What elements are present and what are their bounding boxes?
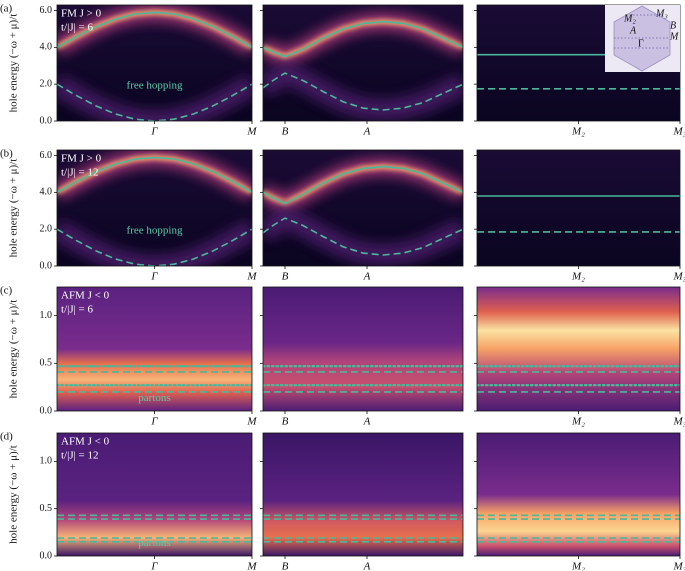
y-axis-label: hole energy (−ω + μ)/t (8, 300, 20, 399)
panel (57, 287, 252, 411)
panel (57, 433, 252, 556)
heatmap-background (477, 433, 680, 556)
heatmap-background (57, 433, 252, 556)
panel (477, 150, 680, 266)
x-tick-label: M₂ (571, 271, 585, 283)
inset-label: M (669, 31, 679, 42)
y-tick-label: 0.0 (40, 405, 53, 416)
panel (57, 150, 252, 266)
x-tick-label: Γ (150, 561, 158, 571)
heatmap-background (477, 150, 680, 266)
y-tick-label: 0.0 (40, 550, 53, 561)
x-tick-label: M (246, 126, 257, 138)
panel-frame (262, 149, 464, 267)
x-tick-label: Γ (150, 416, 158, 428)
panel (263, 287, 463, 411)
inset-label: Γ (638, 38, 644, 49)
y-tick-label: 0.5 (40, 358, 53, 369)
panel (477, 433, 680, 556)
curve (263, 72, 463, 111)
x-tick-label: B (282, 416, 289, 428)
inset-label: M₂ (623, 13, 636, 24)
inset-label: M₃ (655, 8, 668, 19)
curve (57, 228, 252, 266)
annotation: AFM J < 0 (61, 436, 110, 448)
x-tick-label: M₃ (673, 271, 685, 283)
panel (263, 433, 463, 556)
annotation: FM J > 0 (61, 8, 102, 20)
inset-label: B (670, 20, 676, 31)
curve (263, 217, 463, 256)
x-tick-label: A (363, 561, 371, 571)
x-tick-label: A (363, 416, 371, 428)
annotation: FM J > 0 (61, 153, 102, 165)
x-tick-label: B (282, 561, 289, 571)
row-label: (a) (0, 3, 13, 15)
x-tick-label: M (246, 271, 257, 283)
x-tick-label: M (246, 416, 257, 428)
x-tick-label: M (246, 561, 257, 571)
curve-label: free hopping (127, 80, 183, 92)
x-tick-label: M₃ (673, 126, 685, 138)
y-tick-label: 0.0 (40, 260, 53, 271)
x-tick-label: Γ (150, 271, 158, 283)
row-label: (b) (0, 148, 13, 160)
curve (57, 156, 252, 193)
row-label: (d) (0, 431, 13, 443)
y-tick-label: 2.0 (40, 78, 53, 89)
x-tick-label: A (363, 271, 371, 283)
y-tick-label: 2.0 (40, 223, 53, 234)
panel (263, 5, 463, 121)
curve (263, 20, 463, 58)
curve (57, 11, 252, 48)
panel (57, 5, 252, 121)
y-tick-label: 4.0 (40, 42, 53, 53)
annotation: t/|J| = 6 (61, 22, 94, 34)
curve-label: partons (138, 392, 170, 404)
inset-label: A (629, 25, 637, 36)
panel (263, 150, 463, 266)
y-tick-label: 1.0 (40, 310, 53, 321)
y-axis-label: hole energy (−ω + μ)/t (8, 445, 20, 544)
curve (263, 165, 463, 205)
heatmap-background (263, 433, 463, 556)
x-tick-label: M₃ (673, 416, 685, 428)
x-tick-label: M₂ (571, 416, 585, 428)
row-label: (c) (0, 285, 13, 297)
annotation: t/|J| = 12 (61, 167, 99, 179)
x-tick-label: B (282, 126, 289, 138)
annotation: t/|J| = 6 (61, 304, 94, 316)
curve-label: free hopping (127, 225, 183, 237)
x-tick-label: B (282, 271, 289, 283)
brillouin-zone-inset: M₂ M₃ B M A Γ (605, 5, 680, 72)
heatmap-background (57, 287, 252, 411)
y-tick-label: 0.5 (40, 503, 53, 514)
x-tick-label: Γ (150, 126, 158, 138)
y-tick-label: 6.0 (40, 150, 53, 161)
annotation: AFM J < 0 (61, 290, 110, 302)
y-axis-label: hole energy (−ω + μ)/t (8, 159, 20, 258)
panels: ΓMBAM₂M₃0.02.04.06.0(a)hole energy (−ω +… (0, 3, 685, 571)
panel-frame (262, 286, 464, 412)
panel-frame (262, 432, 464, 557)
hexagon (613, 5, 671, 72)
x-tick-label: M₃ (673, 561, 685, 571)
annotation: t/|J| = 12 (61, 450, 99, 462)
y-tick-label: 0.0 (40, 115, 53, 126)
y-axis-label: hole energy (−ω + μ)/t (8, 14, 20, 113)
x-tick-label: M₂ (571, 126, 585, 138)
y-tick-label: 1.0 (40, 456, 53, 467)
panel (477, 287, 680, 411)
curve (57, 83, 252, 121)
y-tick-label: 6.0 (40, 5, 53, 16)
x-tick-label: A (363, 126, 371, 138)
panel-frame (262, 4, 464, 122)
y-tick-label: 4.0 (40, 187, 53, 198)
curve-label: partons (138, 537, 170, 549)
heatmap-background (263, 287, 463, 411)
x-tick-label: M₂ (571, 561, 585, 571)
heatmap-background (477, 287, 680, 411)
